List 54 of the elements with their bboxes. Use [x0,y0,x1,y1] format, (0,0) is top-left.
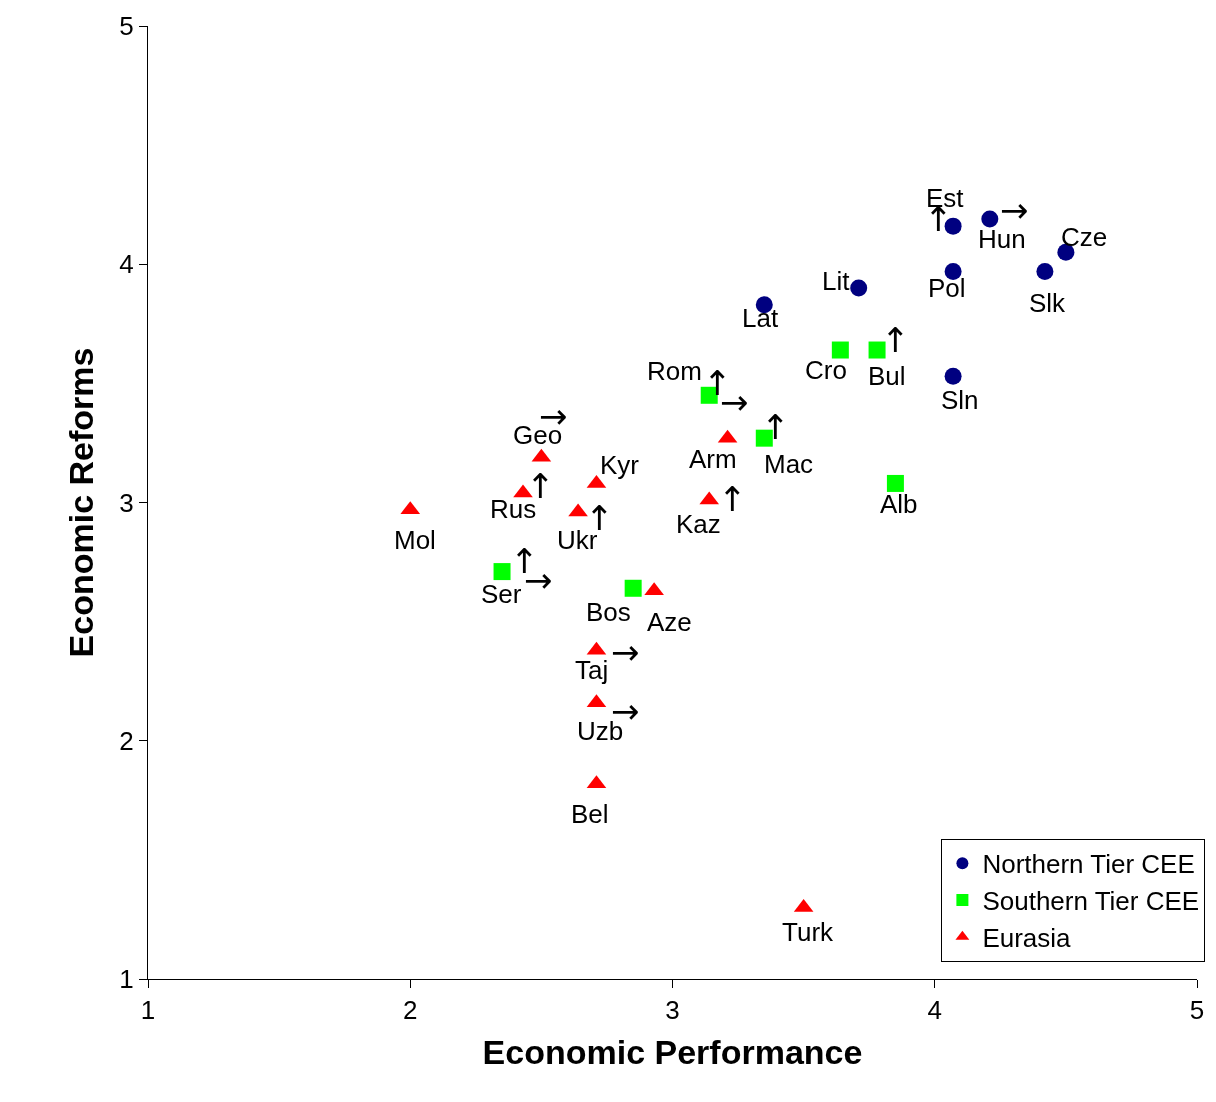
x-tick-label: 2 [403,995,418,1026]
annotation: Bel [571,799,609,829]
annotation: Kaz [676,509,721,539]
point [568,503,588,517]
x-tick-label: 3 [665,995,680,1026]
annotation: Cze [1061,222,1108,252]
annotation: Turk [782,917,835,947]
point [944,367,962,385]
annotation: Rus [490,494,537,524]
annotation: Mol [394,525,436,555]
annotation: Taj [575,655,609,685]
y-tick-label: 1 [119,964,134,995]
annotation: Ser [481,579,522,609]
point [850,279,868,297]
annotation: Lat [742,303,779,333]
annotation: Arm [689,444,737,474]
annotation: Lit [822,266,851,296]
legend-label: Southern Tier CEE [982,886,1200,917]
x-tick-label: 5 [1189,995,1205,1026]
x-axis-title: Economic Performance [482,1032,863,1071]
annotation: Kyr [600,450,640,480]
point [513,484,533,498]
y-tick-label: 5 [119,11,134,42]
annotation: Rom [647,356,702,386]
point [1036,262,1054,280]
annotation: Mac [764,449,814,479]
legend-label: Eurasia [982,922,1072,953]
y-tick-label: 3 [119,487,134,518]
annotation: Alb [880,489,918,519]
x-tick-label: 1 [140,995,156,1026]
point [624,579,642,597]
annotation: Pol [928,273,966,303]
annotation: ↑ [510,541,539,581]
y-tick-label: 2 [119,725,134,756]
annotation: Sln [941,385,979,415]
annotation: Bos [586,597,631,627]
y-tick-label: 4 [119,249,134,280]
annotation: Cro [805,355,847,385]
point [886,474,904,492]
point [831,341,849,359]
x-tick-label: 4 [927,995,942,1026]
point [868,341,886,359]
point [493,563,511,581]
annotation: ↑ [718,479,747,519]
point [981,210,999,228]
annotation: Bul [868,361,906,391]
legend-label: Northern Tier CEE [982,849,1195,880]
point [944,217,962,235]
annotation: → [611,632,640,672]
annotation: Slk [1029,288,1067,318]
annotation: ↑ [761,407,790,447]
annotation: ↑ [881,320,910,360]
annotation: Aze [647,607,692,637]
y-axis-title: Economic Reforms [61,347,100,658]
